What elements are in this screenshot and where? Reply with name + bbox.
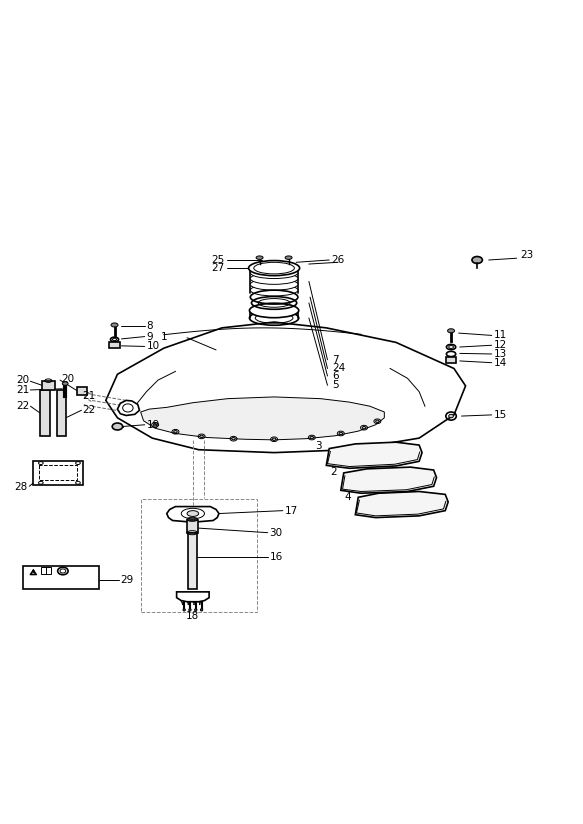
Bar xyxy=(42,381,55,390)
Text: 20: 20 xyxy=(61,374,74,384)
Text: 17: 17 xyxy=(285,506,298,516)
Text: 14: 14 xyxy=(493,358,507,368)
Bar xyxy=(41,567,51,574)
Bar xyxy=(141,499,257,612)
Bar xyxy=(446,357,456,363)
Text: 30: 30 xyxy=(269,527,283,538)
Text: 25: 25 xyxy=(212,255,225,265)
Bar xyxy=(77,387,87,395)
Text: 5: 5 xyxy=(332,381,339,391)
Polygon shape xyxy=(326,442,422,468)
Text: !: ! xyxy=(31,570,35,576)
Ellipse shape xyxy=(187,511,199,517)
Ellipse shape xyxy=(375,420,379,423)
Polygon shape xyxy=(167,507,219,522)
Bar xyxy=(40,390,50,437)
Text: 22: 22 xyxy=(83,405,96,415)
Ellipse shape xyxy=(256,256,263,260)
Bar xyxy=(188,532,197,589)
Ellipse shape xyxy=(189,609,191,611)
Ellipse shape xyxy=(339,433,343,434)
Text: 9: 9 xyxy=(146,331,153,342)
Text: 27: 27 xyxy=(212,263,225,273)
Text: 24: 24 xyxy=(332,363,345,373)
Text: 8: 8 xyxy=(146,321,153,331)
Ellipse shape xyxy=(195,609,197,611)
Ellipse shape xyxy=(250,267,298,279)
Ellipse shape xyxy=(201,609,203,611)
Ellipse shape xyxy=(200,435,203,438)
Text: 11: 11 xyxy=(493,330,507,340)
Text: 13: 13 xyxy=(493,349,507,359)
Polygon shape xyxy=(117,400,139,415)
Ellipse shape xyxy=(449,414,454,418)
Polygon shape xyxy=(106,322,466,452)
Ellipse shape xyxy=(248,260,300,276)
Text: 15: 15 xyxy=(493,410,507,420)
Ellipse shape xyxy=(448,329,455,333)
Text: 20: 20 xyxy=(16,375,29,385)
Ellipse shape xyxy=(362,427,366,428)
Text: 16: 16 xyxy=(269,552,283,562)
Ellipse shape xyxy=(111,323,118,327)
Ellipse shape xyxy=(310,437,314,438)
Ellipse shape xyxy=(272,438,276,441)
Ellipse shape xyxy=(62,382,68,386)
Polygon shape xyxy=(355,491,448,517)
Text: 21: 21 xyxy=(83,391,96,400)
Text: 18: 18 xyxy=(186,611,199,621)
Ellipse shape xyxy=(153,424,157,426)
Ellipse shape xyxy=(112,423,122,430)
Text: 6: 6 xyxy=(332,371,339,381)
Text: 28: 28 xyxy=(14,482,27,493)
Text: 7: 7 xyxy=(332,355,339,365)
Polygon shape xyxy=(177,592,209,602)
Text: 29: 29 xyxy=(120,575,134,585)
Text: 21: 21 xyxy=(16,385,29,395)
Polygon shape xyxy=(141,397,384,440)
Text: 3: 3 xyxy=(315,441,322,451)
Text: 19: 19 xyxy=(146,419,160,430)
Ellipse shape xyxy=(231,438,235,440)
Ellipse shape xyxy=(250,284,298,296)
Polygon shape xyxy=(341,467,437,494)
Text: 26: 26 xyxy=(331,255,344,265)
Text: 23: 23 xyxy=(521,250,534,260)
Ellipse shape xyxy=(183,609,185,611)
Text: 2: 2 xyxy=(330,466,337,477)
Polygon shape xyxy=(39,466,77,480)
Ellipse shape xyxy=(472,256,482,264)
Ellipse shape xyxy=(285,256,292,260)
Polygon shape xyxy=(33,461,83,485)
Ellipse shape xyxy=(250,279,298,290)
Text: 10: 10 xyxy=(146,341,160,351)
Ellipse shape xyxy=(250,273,298,284)
Bar xyxy=(109,343,120,349)
Ellipse shape xyxy=(174,431,177,433)
Text: 22: 22 xyxy=(16,401,29,411)
Bar xyxy=(187,520,198,532)
Text: 1: 1 xyxy=(160,331,167,342)
Bar xyxy=(23,566,99,589)
Ellipse shape xyxy=(250,303,298,318)
Bar xyxy=(57,390,66,437)
Text: 12: 12 xyxy=(493,340,507,350)
Text: 4: 4 xyxy=(345,492,352,502)
